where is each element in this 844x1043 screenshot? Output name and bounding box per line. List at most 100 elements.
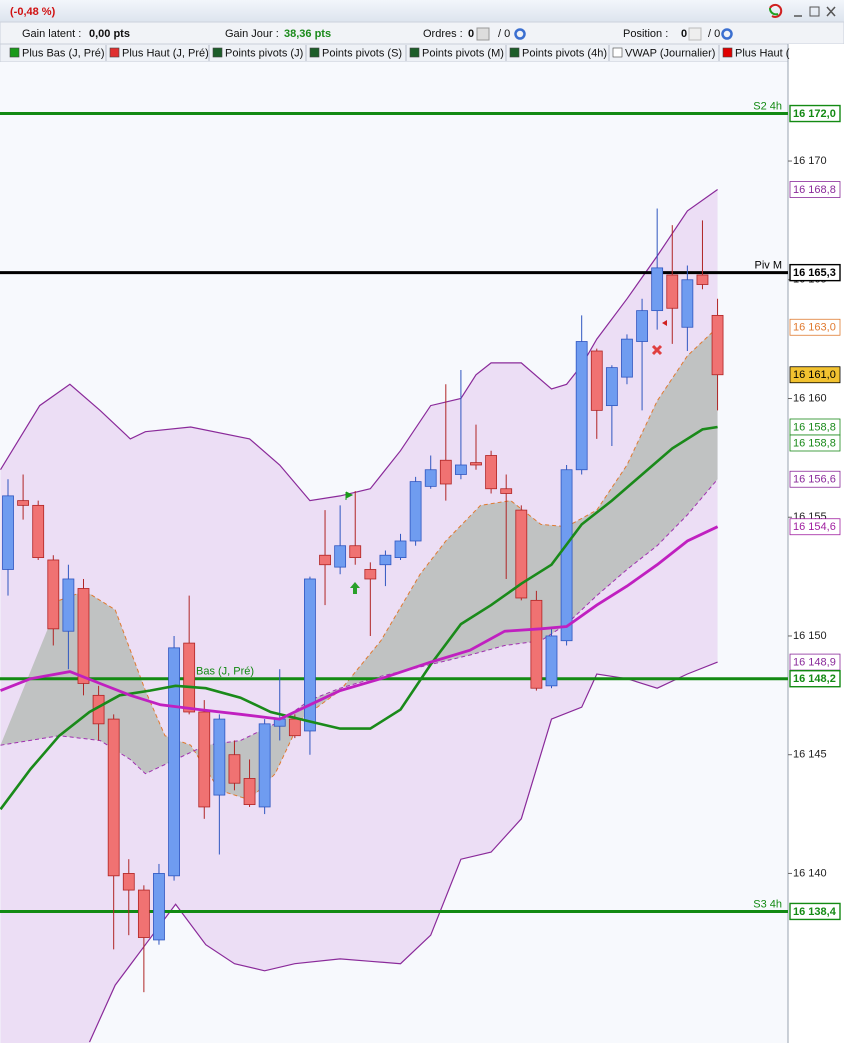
gear-icon[interactable] [721, 28, 733, 40]
value-label: 16 158,8 [793, 421, 836, 433]
candle-body [636, 310, 648, 342]
indicator-line [0, 525, 719, 721]
candle-body [213, 718, 226, 796]
flag-marker [345, 491, 354, 500]
candle-body [439, 459, 452, 485]
signals [345, 320, 667, 594]
candle-body [198, 711, 211, 808]
candle-body [334, 545, 347, 568]
small-triangle [662, 320, 667, 326]
value-box [789, 366, 841, 384]
candle-body [590, 350, 603, 411]
candle-body [243, 778, 256, 805]
indicator-line [88, 661, 718, 1043]
candle-body [666, 274, 679, 309]
candle-body [515, 509, 528, 599]
value-box [789, 263, 841, 282]
position-icon[interactable] [688, 27, 702, 41]
candle-body [560, 469, 573, 642]
value-box [789, 902, 841, 921]
indicator-swatch [9, 47, 20, 58]
title-bar [0, 0, 844, 22]
indicator-name: Points pivots (J) [225, 47, 303, 59]
indicator-line [59, 326, 718, 801]
indicator-name: Plus Bas (J, Pré) [22, 47, 105, 59]
candle-body [470, 462, 482, 466]
value-box [789, 470, 841, 488]
candle-body [364, 569, 377, 580]
gain-jour: 38,36 pts [284, 28, 331, 40]
candle-body [530, 599, 543, 689]
ordres-label: Ordres : [423, 28, 463, 40]
axis-background [788, 44, 844, 1043]
candle-body [500, 488, 513, 494]
change-percent: (-0,48 %) [10, 6, 56, 18]
level-name: S3 4h [753, 898, 782, 910]
value-label: 16 156,6 [793, 474, 836, 486]
candle-body [122, 873, 135, 891]
buy-arrow [350, 582, 360, 594]
candle-body [651, 267, 664, 312]
indicator-name: VWAP (Journalier) [625, 47, 715, 59]
position: 0 [681, 28, 687, 40]
indicator-name: Plus Haut ( [735, 47, 790, 59]
value-label: 16 172,0 [793, 108, 836, 120]
candle-body [394, 540, 407, 559]
candle-body [545, 635, 558, 687]
candle-body [77, 588, 90, 684]
candle-body [575, 341, 588, 471]
value-box [789, 318, 841, 336]
value-box [789, 518, 841, 536]
candle-body [153, 873, 165, 941]
indicator-line [0, 478, 718, 775]
indicator-swatch [212, 47, 223, 58]
indicator-name: Points pivots (S) [322, 47, 402, 59]
candle-body [681, 279, 694, 328]
value-label: 16 158,8 [793, 437, 836, 449]
candle-body [409, 481, 422, 542]
gain-latent: 0,00 pts [89, 28, 130, 40]
value-label: 16 138,4 [793, 906, 837, 918]
indicator-swatch [509, 47, 520, 58]
candle-body [319, 554, 331, 566]
candle-body [485, 455, 498, 490]
value-label: 16 148,2 [793, 673, 836, 685]
candle-body [107, 718, 120, 877]
position-label: Position : [623, 28, 668, 40]
y-tick-label: 16 150 [793, 630, 827, 642]
candle-body [17, 500, 29, 506]
gear-icon[interactable] [514, 28, 526, 40]
y-tick-label: 16 170 [793, 155, 827, 167]
candle-body [168, 647, 180, 877]
candle-body [258, 723, 271, 808]
level-name: S2 4h [753, 100, 782, 112]
candle-body [424, 469, 437, 487]
indicator-name: Points pivots (4h) [522, 47, 607, 59]
candle-body [696, 274, 709, 285]
gain-latent-label: Gain latent : [22, 28, 81, 40]
value-label: 16 154,6 [793, 521, 836, 533]
y-tick-label: 16 140 [793, 867, 827, 879]
window-buttons [769, 3, 836, 18]
ordres: 0 [468, 28, 474, 40]
gain-jour-label: Gain Jour : [225, 28, 279, 40]
level-name: Bas (J, Pré) [196, 666, 254, 678]
indicator-swatch [722, 47, 733, 58]
value-label: 16 165,3 [793, 267, 836, 279]
indicator-line [0, 189, 718, 502]
position-total: / 0 [708, 28, 720, 40]
candle-body [379, 554, 392, 566]
y-tick-label: 16 145 [793, 749, 827, 761]
indicator-name: Plus Haut (J, Pré) [122, 47, 209, 59]
sell-cross [651, 344, 663, 356]
value-label: 16 163,0 [793, 322, 836, 334]
value-label: 16 148,9 [793, 656, 836, 668]
candle-body [47, 559, 60, 630]
candle-body [62, 578, 75, 632]
band-fill [0, 327, 718, 800]
indicator-swatch [309, 47, 320, 58]
ordres-icon[interactable] [476, 27, 490, 41]
candle-body [2, 495, 14, 570]
